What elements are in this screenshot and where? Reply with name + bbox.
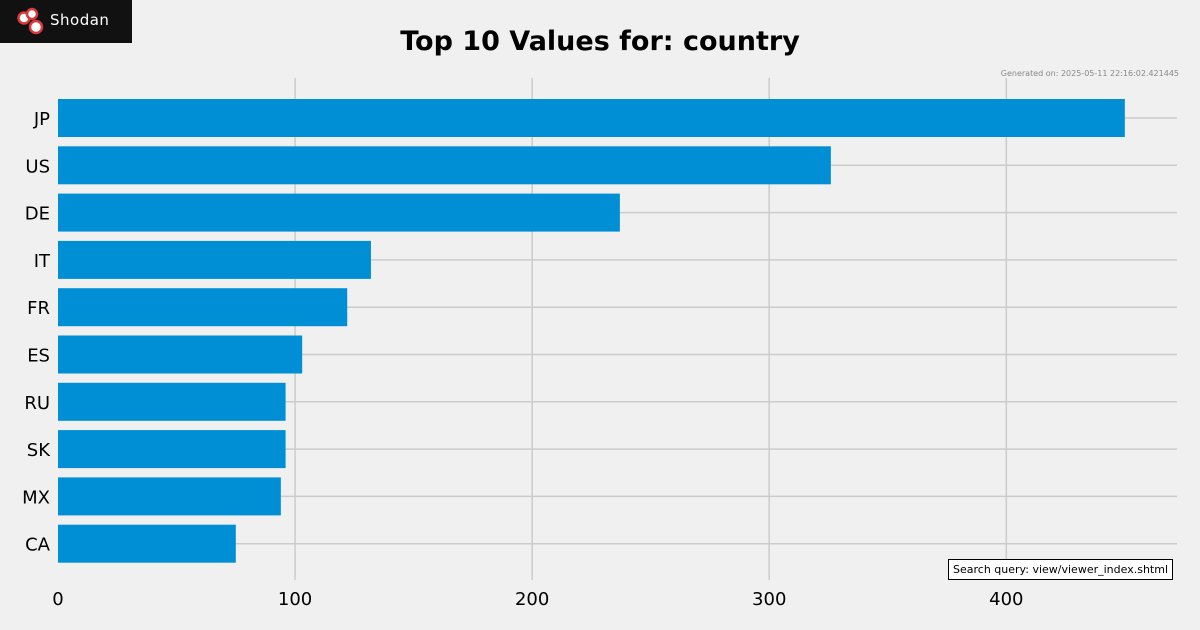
chart-title: Top 10 Values for: country	[400, 26, 800, 57]
bar-sk	[58, 430, 286, 469]
y-tick-label: MX	[22, 487, 50, 508]
y-tick-label: US	[25, 156, 50, 177]
y-tick-label: DE	[25, 204, 50, 225]
x-tick-label: 300	[752, 589, 786, 610]
bar-us	[58, 146, 831, 185]
bar-de	[58, 193, 620, 232]
y-tick-label: CA	[25, 535, 51, 556]
shodan-logo: Shodan	[0, 0, 132, 43]
bar-mx	[58, 477, 281, 516]
x-tick-label: 200	[515, 589, 549, 610]
x-tick-label: 0	[52, 589, 63, 610]
search-query-box: Search query: view/viewer_index.shtml	[948, 559, 1173, 580]
logo-text: Shodan	[50, 11, 110, 29]
y-tick-label: ES	[27, 346, 50, 367]
y-tick-label: IT	[34, 251, 51, 272]
y-tick-label: RU	[24, 393, 50, 414]
bar-it	[58, 240, 371, 279]
bar-fr	[58, 288, 348, 327]
shodan-logo-icon	[17, 7, 44, 35]
bar-ru	[58, 382, 286, 421]
y-tick-label: SK	[27, 440, 51, 461]
x-tick-label: 100	[278, 589, 312, 610]
bar-es	[58, 335, 303, 374]
bar-jp	[58, 99, 1125, 137]
x-tick-label: 400	[989, 589, 1023, 610]
y-tick-label: FR	[27, 298, 50, 319]
generated-timestamp: Generated on: 2025-05-11 22:16:02.421445	[1000, 69, 1179, 78]
y-tick-label: JP	[33, 109, 50, 130]
bar-ca	[58, 524, 236, 563]
